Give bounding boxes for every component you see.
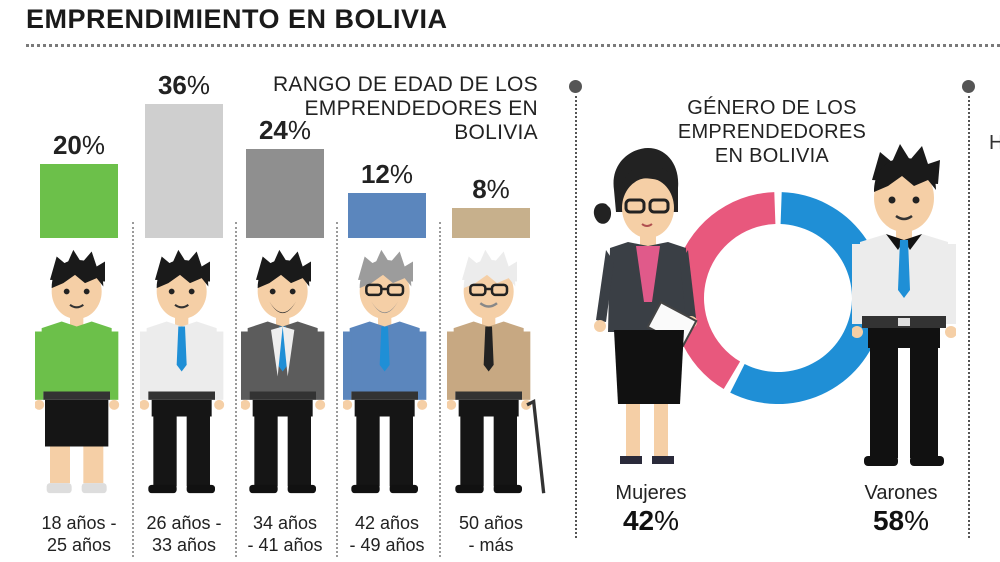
age-category-label: 42 años - 49 años <box>349 513 425 555</box>
age-bar-label: 20% <box>52 130 106 160</box>
women-percent: 42% <box>622 505 680 536</box>
age-category-label: 18 años -25 años <box>41 513 117 555</box>
age-bar-label: 12% <box>360 159 414 189</box>
age-category-label: 50 años - más <box>458 513 524 555</box>
age-bar-label: 8% <box>472 174 510 204</box>
gender-donut-chart <box>672 192 884 404</box>
column-divider <box>131 222 134 557</box>
section-dot <box>569 80 582 93</box>
age-bar <box>246 149 324 238</box>
bearded-man-suit-icon <box>241 249 326 494</box>
young-man-tie-icon <box>140 249 225 494</box>
age-bar <box>145 104 223 238</box>
elderly-man-cane-icon <box>447 249 546 494</box>
men-percent: 58% <box>872 505 930 536</box>
young-man-green-shirt-icon <box>35 249 120 494</box>
section-dot <box>962 80 975 93</box>
column-divider <box>439 222 441 557</box>
title-divider <box>26 44 1000 47</box>
age-bar <box>348 193 426 238</box>
businessman-icon <box>852 144 956 466</box>
age-category-label: 26 años -33 años <box>146 513 222 555</box>
gender-chart-title: GÉNERO DE LOS EMPRENDEDORES EN BOLIVIA <box>677 97 867 167</box>
women-slice <box>672 192 776 390</box>
men-slice <box>730 192 884 404</box>
women-label: Mujeres <box>615 482 687 504</box>
column-divider <box>336 222 338 557</box>
age-bar-label: 24% <box>258 115 312 145</box>
gray-haired-man-glasses-icon <box>343 249 428 494</box>
truncated-text: H <box>989 132 1000 154</box>
column-divider <box>234 222 237 557</box>
section-divider <box>968 96 970 538</box>
age-chart-title: RANGO DE EDAD DE LOS EMPRENDEDORES EN BO… <box>272 73 538 144</box>
age-bar <box>452 208 530 238</box>
age-bar-label: 36% <box>157 70 211 100</box>
age-bar <box>40 164 118 238</box>
men-label: Varones <box>864 482 938 504</box>
businesswoman-icon <box>593 148 698 464</box>
age-category-label: 34 años - 41 años <box>247 513 323 555</box>
section-divider <box>575 96 577 538</box>
page-title: EMPRENDIMIENTO EN BOLIVIA <box>26 4 448 34</box>
